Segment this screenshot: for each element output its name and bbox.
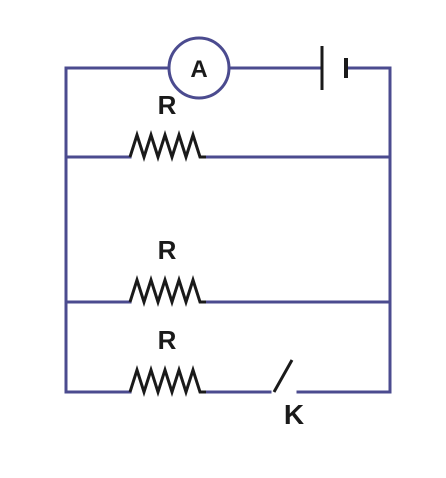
resistor-3-label: R [158,325,177,355]
wires [64,66,392,394]
resistor-2-label: R [158,235,177,265]
ammeter-symbol: A [190,56,207,83]
resistor-1: R [128,90,206,162]
switch-blade [272,359,294,393]
resistor-1-label: R [158,90,177,120]
resistor-1-zigzag [128,130,206,162]
resistor-2-zigzag [128,275,206,307]
battery [320,46,348,90]
ammeter: A [167,36,231,100]
switch: K [272,359,304,430]
ammeter-ring [167,36,231,100]
resistor-3-zigzag [128,365,206,397]
resistor-2: R [128,235,206,307]
switch-label: K [284,399,304,430]
resistor-3: R [128,325,206,397]
